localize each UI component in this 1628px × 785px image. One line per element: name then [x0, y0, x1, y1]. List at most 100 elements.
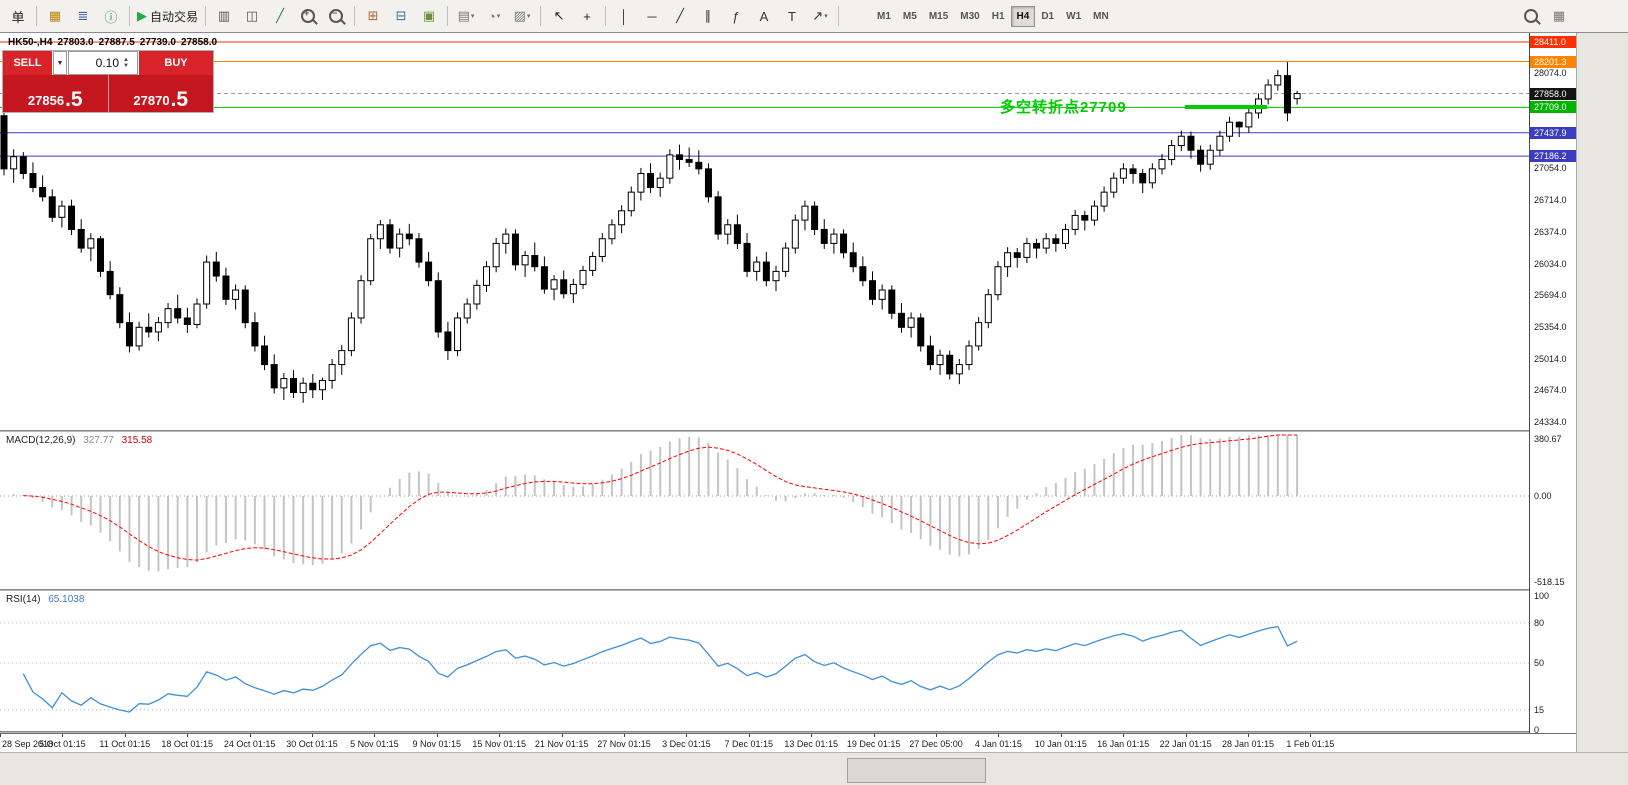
autotrading-button[interactable]: ▶ 自动交易 [134, 4, 201, 28]
fibonacci-icon[interactable]: ƒ [722, 4, 750, 28]
vertical-line-icon: │ [619, 8, 629, 24]
candle [212, 261, 220, 277]
price-axis[interactable]: 28074.0 27054.0 26714.0 26374.0 26034.0 25694… [1529, 33, 1576, 752]
new-chart-icon[interactable]: ▤ ▾ [452, 4, 480, 28]
shapes-icon[interactable]: ↗ ▾ [806, 4, 834, 28]
macd-canvas[interactable] [0, 432, 1529, 591]
candle [965, 345, 973, 366]
candle [1033, 242, 1041, 249]
volume-preset-dropdown[interactable]: ▼ [53, 51, 67, 75]
timeframe-M5[interactable]: M5 [902, 10, 917, 22]
bar-chart-icon[interactable]: ▥ [210, 4, 238, 28]
shapes-icon-dropdown-arrow[interactable]: ▾ [824, 13, 828, 20]
candle [492, 242, 500, 268]
candle [1293, 93, 1301, 100]
candle [232, 289, 240, 300]
new-order-partial-button[interactable]: 单 [4, 4, 32, 28]
panel-separator[interactable] [0, 731, 1576, 733]
trendline-icon[interactable]: ╱ [666, 4, 694, 28]
price-axis-label: 27054.0 [1534, 163, 1567, 174]
time-axis-tick [1310, 734, 1312, 737]
cursor-icon[interactable]: ↖ [545, 4, 573, 28]
vertical-line-icon[interactable]: │ [610, 4, 638, 28]
time-axis-label: 28 Sep 2018 [2, 739, 54, 749]
periods-icon-dropdown-arrow[interactable]: ▾ [496, 13, 501, 20]
chart-area[interactable]: HK50-,H4 27803.0 27887.5 27739.0 27858.0 SEL… [0, 33, 1529, 752]
one-click-trading-panel: SELL ▼ ▲ ▼ BUY 27856 .5 27870 [3, 51, 213, 112]
time-axis-tick [124, 734, 126, 737]
time-axis[interactable]: 28 Sep 2018 5 Oct 01:15 11 Oct 01:15 18 Oct… [0, 733, 1576, 752]
price-chart-canvas[interactable] [0, 33, 1529, 432]
timeframe-group: M1 M5 M15 M30 H1 H4 D1 W1 MN [871, 5, 1115, 27]
candle [656, 177, 664, 188]
price-axis-label: 24674.0 [1534, 385, 1567, 396]
timeframe-W1[interactable]: W1 [1066, 10, 1082, 22]
arrange-windows-icon[interactable]: ⊟ [387, 4, 415, 28]
price-axis-tag: 27186.2 [1530, 150, 1576, 163]
chart-window-icon[interactable]: ▦ [1545, 4, 1573, 28]
candle [531, 255, 539, 268]
search-icon[interactable] [1517, 4, 1545, 28]
buy-button[interactable]: BUY [139, 51, 213, 75]
time-axis-tick [1123, 734, 1125, 737]
timeframe-H1[interactable]: H1 [991, 10, 1005, 22]
panel-separator[interactable] [0, 589, 1576, 591]
timeframe-M1[interactable]: M1 [877, 10, 891, 22]
periods-icon[interactable]: ◔ ▾ [480, 4, 508, 28]
taskbar-button[interactable] [847, 758, 986, 783]
sell-button[interactable]: SELL [3, 51, 52, 75]
volume-input[interactable] [69, 55, 121, 71]
crosshair-icon[interactable]: + [573, 4, 601, 28]
time-axis-tick [499, 734, 501, 737]
cascade-windows-icon: ▣ [422, 8, 436, 23]
text-icon[interactable]: A [750, 4, 778, 28]
buy-price[interactable]: 27870 .5 [133, 88, 189, 111]
tile-windows-icon[interactable]: ⊞ [359, 4, 387, 28]
macd-histogram [12, 435, 1299, 572]
candle [290, 378, 297, 394]
candle [280, 378, 288, 389]
horizontal-line-icon[interactable]: ─ [638, 4, 666, 28]
market-watch-icon[interactable]: ≣ [69, 4, 97, 28]
rsi-axis-label: 50 [1534, 658, 1545, 668]
pivot-trendline-segment[interactable] [1185, 105, 1267, 109]
candle [801, 205, 809, 221]
channel-icon[interactable]: ∥ [694, 4, 722, 28]
volume-up-arrow[interactable]: ▲ [123, 57, 129, 63]
time-axis-label: 5 Oct 01:15 [39, 739, 86, 749]
templates-icon[interactable]: ▨ ▾ [508, 4, 536, 28]
time-axis-tick [811, 734, 813, 737]
timeframe-M15[interactable]: M15 [928, 10, 949, 22]
templates-icon-dropdown-arrow[interactable]: ▾ [526, 13, 531, 20]
time-axis-tick [1248, 734, 1249, 737]
timeframe-M30[interactable]: M30 [960, 10, 980, 22]
profiles-icon[interactable]: ▦ [41, 4, 69, 28]
pivot-annotation-text[interactable]: 多空转折点27709 [1000, 99, 1127, 116]
timeframe-D1[interactable]: D1 [1041, 10, 1055, 22]
candlestick-chart-icon[interactable]: ◫ [238, 4, 266, 28]
cascade-windows-icon[interactable]: ▣ [415, 4, 443, 28]
sell-price[interactable]: 27856 .5 [3, 75, 109, 112]
candle [261, 345, 269, 366]
price-axis-label: 25694.0 [1534, 290, 1567, 301]
volume-down-arrow[interactable]: ▼ [123, 63, 129, 69]
timeframe-H4[interactable]: H4 [1010, 5, 1036, 27]
candle [811, 205, 819, 230]
rsi-canvas[interactable] [0, 591, 1529, 734]
candle [724, 224, 732, 235]
time-axis-label: 13 Dec 01:15 [784, 739, 838, 749]
zoom-out-icon[interactable]: − [322, 4, 350, 28]
candle [917, 317, 925, 347]
label-icon[interactable]: T [778, 4, 806, 28]
zoom-in-icon[interactable]: + [294, 4, 322, 28]
text-icon: A [759, 8, 769, 24]
new-chart-icon-dropdown-arrow[interactable]: ▾ [470, 13, 475, 20]
timeframe-MN[interactable]: MN [1093, 10, 1109, 22]
data-window-icon[interactable]: ⓘ [97, 4, 125, 28]
candle [994, 266, 1002, 296]
line-chart-icon[interactable]: ╱ [266, 4, 294, 28]
candle [309, 382, 317, 391]
time-axis-tick [873, 734, 875, 737]
panel-separator[interactable] [0, 430, 1576, 432]
candle [589, 255, 597, 271]
